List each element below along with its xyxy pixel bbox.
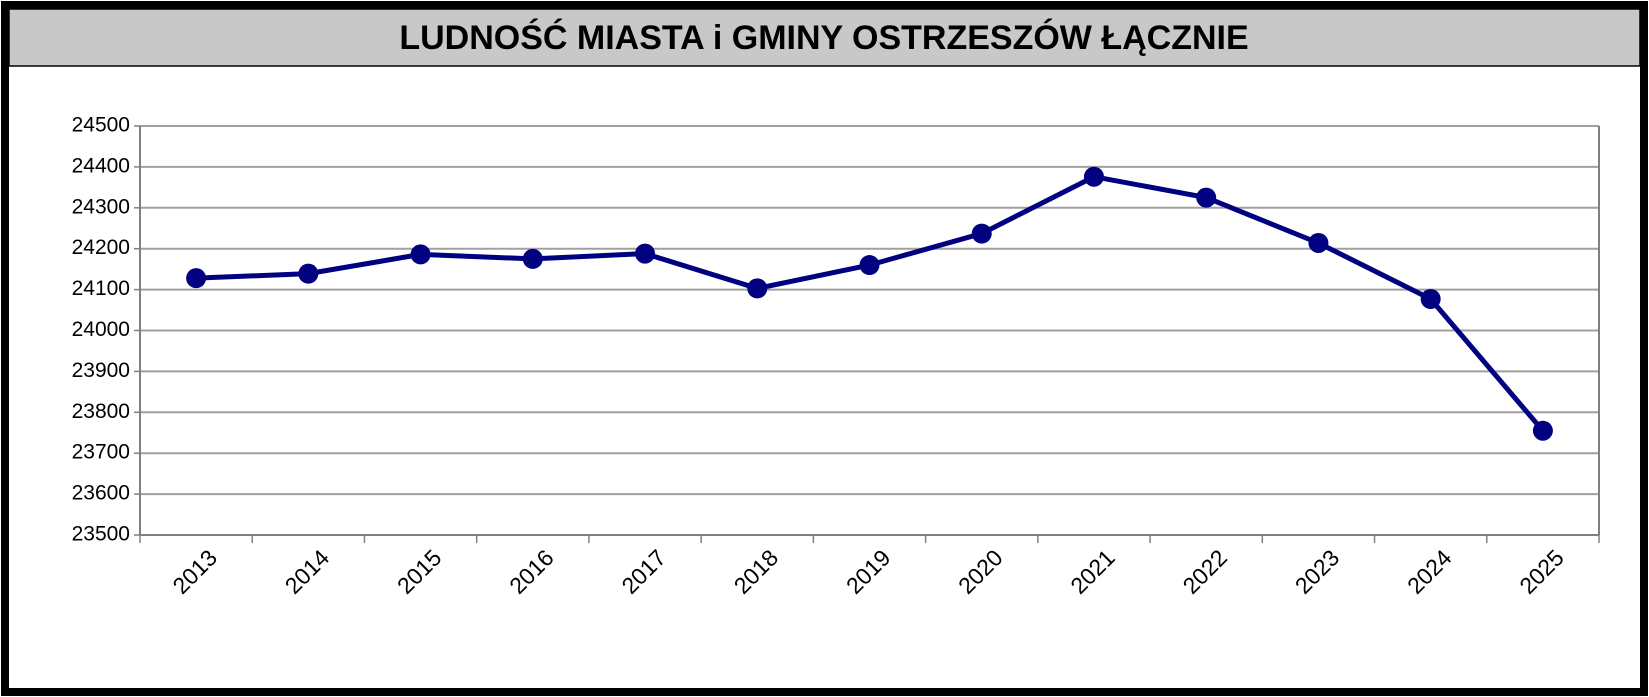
y-tick-label: 24100	[72, 277, 130, 300]
y-tick-label: 24000	[72, 318, 130, 341]
data-point	[1532, 420, 1553, 441]
data-point	[1083, 166, 1104, 187]
y-tick-label: 23900	[72, 359, 130, 382]
y-tick-label: 24400	[72, 154, 130, 177]
data-point	[859, 255, 880, 276]
y-tick-label: 23600	[72, 482, 130, 505]
y-tick-label: 23800	[72, 400, 130, 423]
data-point	[298, 263, 319, 284]
data-point	[186, 268, 207, 289]
y-tick-label: 24300	[72, 195, 130, 218]
data-point	[971, 223, 992, 244]
y-tick-label: 23700	[72, 441, 130, 464]
data-point	[1308, 232, 1329, 253]
y-tick-label: 24200	[72, 236, 130, 259]
data-point	[410, 244, 431, 265]
data-point	[522, 248, 543, 269]
y-tick-label: 23500	[72, 523, 130, 546]
chart-title: LUDNOŚĆ MIASTA i GMINY OSTRZESZÓW ŁĄCZNI…	[399, 19, 1248, 57]
data-point	[1196, 187, 1217, 208]
data-point	[747, 278, 768, 299]
y-tick-label: 24500	[72, 114, 130, 137]
data-point	[1420, 289, 1441, 310]
title-bar	[8, 8, 1641, 67]
data-point	[635, 243, 656, 264]
